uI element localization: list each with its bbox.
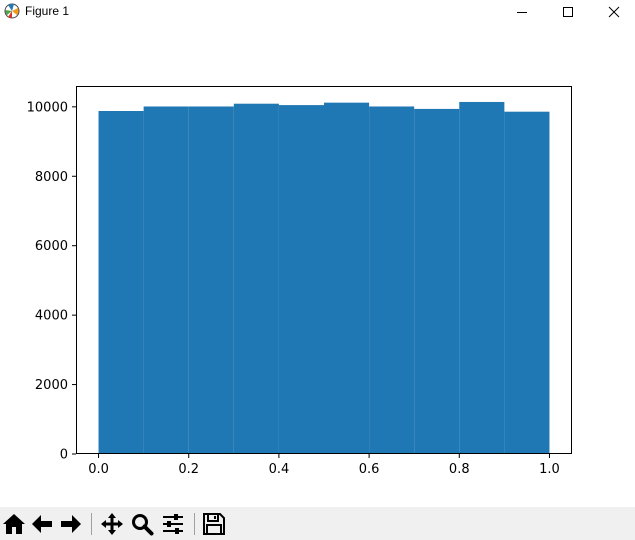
axes-frame [76, 86, 572, 454]
x-tick-label: 0.8 [449, 462, 470, 477]
floppy-disk-icon [203, 513, 225, 535]
save-button[interactable] [201, 511, 227, 537]
y-tick-label: 6000 [35, 239, 68, 254]
figure-canvas[interactable]: 0.0 0.2 0.4 0.6 0.8 1.0 0 2000 4000 6000 8000 10000 [0, 23, 635, 507]
forward-button[interactable] [58, 511, 84, 537]
matplotlib-icon [4, 3, 20, 19]
histogram-bar [143, 106, 189, 454]
magnifier-icon [132, 514, 154, 536]
pan-button[interactable] [99, 511, 125, 537]
histogram-chart: 0.0 0.2 0.4 0.6 0.8 1.0 0 2000 4000 6000 8000 10000 [27, 86, 572, 477]
toolbar-separator [194, 513, 195, 535]
x-tick-label: 1.0 [539, 462, 560, 477]
maximize-button[interactable] [545, 0, 591, 23]
close-button[interactable] [591, 0, 635, 23]
histogram-bar [504, 111, 550, 455]
histogram-bar [188, 106, 234, 454]
y-tick-label: 8000 [35, 170, 68, 185]
arrow-right-icon [61, 515, 81, 533]
histogram-bar [369, 106, 415, 454]
histogram-bar [233, 103, 279, 454]
close-icon [608, 6, 620, 17]
title-bar: Figure 1 [0, 0, 635, 23]
subplots-button[interactable] [160, 511, 186, 537]
navigation-toolbar [0, 507, 635, 540]
y-tick-label: 10000 [27, 100, 68, 115]
histogram-bar [459, 101, 505, 454]
x-tick-label: 0.0 [88, 462, 109, 477]
minimize-button[interactable] [499, 0, 545, 23]
window-title: Figure 1 [25, 4, 70, 18]
x-tick-label: 0.2 [178, 462, 199, 477]
home-button[interactable] [1, 511, 27, 537]
toolbar-separator [91, 513, 92, 535]
y-tick-label: 2000 [35, 378, 68, 393]
minimize-icon [517, 11, 527, 13]
maximize-icon [563, 6, 573, 17]
home-icon [3, 514, 25, 534]
back-button[interactable] [29, 511, 55, 537]
sliders-icon [163, 514, 183, 534]
y-tick-label: 4000 [35, 309, 68, 324]
zoom-button[interactable] [129, 511, 155, 537]
y-tick-label: 0 [60, 448, 68, 463]
move-icon [101, 513, 123, 535]
histogram-bar [278, 105, 324, 455]
arrow-left-icon [32, 515, 52, 533]
histogram-bar [98, 110, 144, 455]
x-tick-label: 0.6 [359, 462, 380, 477]
histogram-bar [324, 102, 370, 454]
x-tick-label: 0.4 [269, 462, 290, 477]
histogram-bar [414, 108, 460, 454]
